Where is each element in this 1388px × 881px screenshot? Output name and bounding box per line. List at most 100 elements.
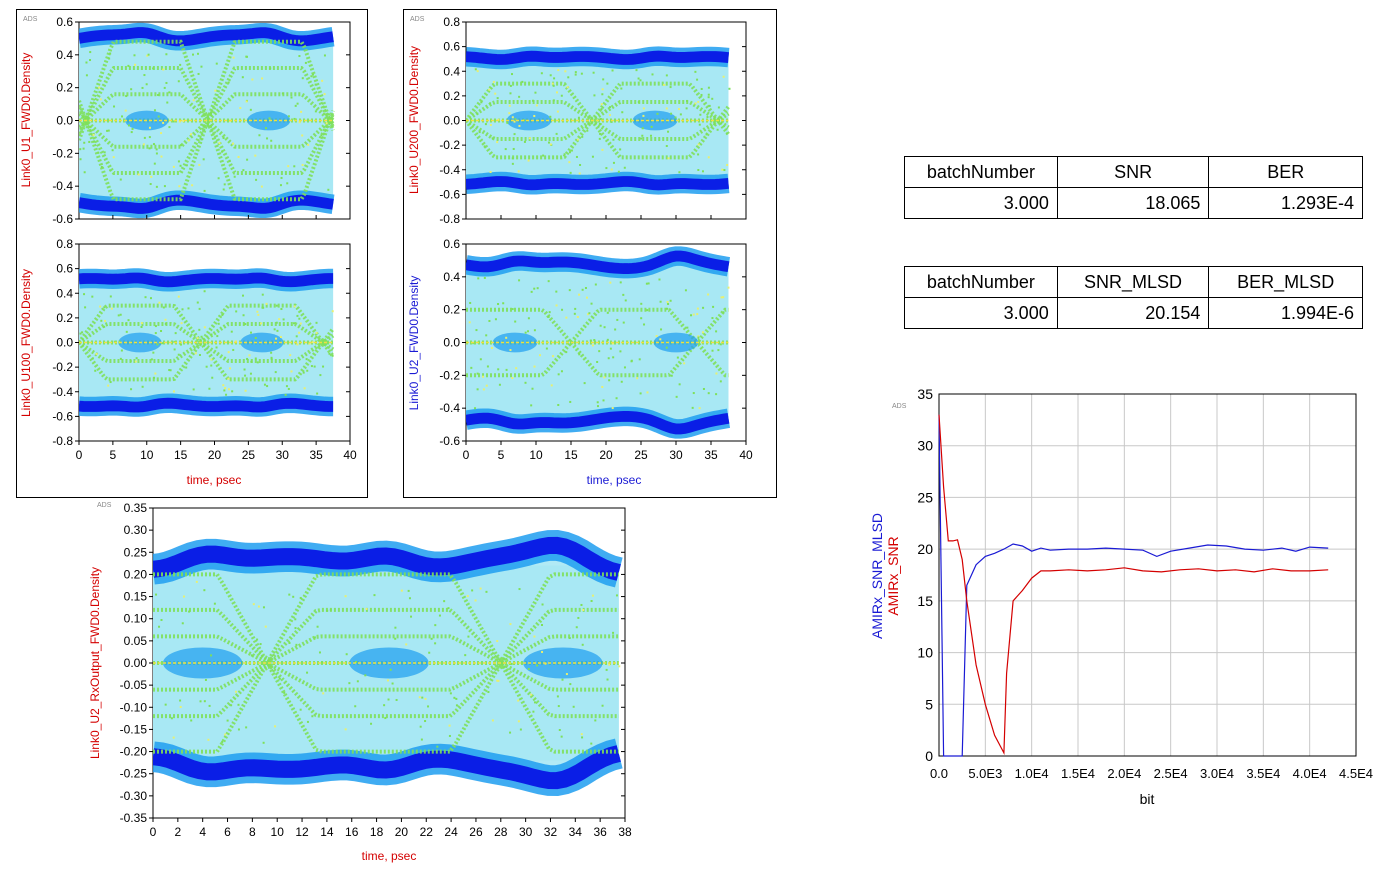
density-speckle — [532, 710, 535, 713]
y-tick-label: -0.8 — [52, 434, 73, 448]
density-speckle — [707, 156, 710, 159]
density-speckle — [606, 82, 609, 85]
density-speckle — [421, 696, 424, 699]
density-speckle — [678, 383, 681, 386]
density-layer — [79, 268, 335, 417]
density-speckle — [509, 623, 512, 626]
density-speckle — [125, 330, 128, 333]
density-speckle — [563, 153, 566, 156]
density-speckle — [614, 328, 617, 331]
density-speckle — [619, 281, 622, 284]
density-speckle — [177, 353, 180, 356]
density-speckle — [557, 403, 560, 406]
density-speckle — [304, 61, 307, 64]
density-speckle — [637, 101, 640, 104]
density-speckle — [110, 307, 113, 310]
density-layer — [466, 246, 731, 439]
density-speckle — [438, 614, 441, 617]
y-tick-label: -0.25 — [120, 767, 148, 781]
y-axis-label: Link0_U2_RxOutput_FWD0.Density — [88, 567, 102, 759]
y-tick-label: -0.6 — [439, 434, 460, 448]
density-speckle — [227, 351, 230, 354]
density-speckle — [109, 169, 112, 172]
x-tick-label: 25 — [242, 448, 256, 462]
table-row: 3.000 20.154 1.994E-6 — [904, 297, 1363, 329]
density-speckle — [246, 357, 249, 360]
y-tick-label: -0.05 — [120, 678, 148, 692]
density-speckle — [717, 106, 720, 109]
density-trace — [79, 116, 335, 175]
density-speckle — [213, 602, 216, 605]
density-speckle — [602, 399, 605, 402]
density-speckle — [556, 695, 559, 698]
density-speckle — [555, 132, 558, 135]
density-speckle — [108, 57, 111, 60]
density-speckle — [119, 313, 122, 316]
density-speckle — [492, 80, 495, 83]
density-speckle — [249, 108, 252, 111]
density-speckle — [91, 295, 94, 298]
density-layer — [153, 530, 623, 796]
density-speckle — [448, 724, 451, 727]
density-speckle — [182, 595, 185, 598]
density-speckle — [593, 94, 596, 97]
density-speckle — [82, 147, 85, 150]
density-speckle — [203, 326, 206, 329]
x-tick-label: 5 — [110, 448, 117, 462]
density-speckle — [556, 110, 559, 113]
density-speckle — [443, 600, 446, 603]
density-speckle — [296, 102, 299, 105]
density-speckle — [610, 120, 613, 123]
density-speckle — [89, 51, 92, 54]
density-speckle — [164, 322, 167, 325]
density-speckle — [261, 77, 264, 80]
density-speckle — [489, 102, 492, 105]
density-trace — [466, 100, 730, 123]
density-speckle — [667, 157, 670, 160]
eye-opening — [492, 332, 538, 353]
density-speckle — [578, 353, 581, 356]
density-speckle — [612, 356, 615, 359]
density-speckle — [476, 70, 479, 73]
density-speckle — [287, 387, 290, 390]
density-speckle — [112, 156, 115, 159]
density-speckle — [427, 705, 430, 708]
density-speckle — [575, 155, 578, 158]
density-speckle — [315, 331, 318, 334]
y-tick-label: 0.15 — [124, 590, 148, 604]
density-speckle — [323, 54, 326, 57]
density-speckle — [294, 618, 297, 621]
density-speckle — [555, 91, 558, 94]
density-speckle — [179, 63, 182, 66]
density-speckle — [307, 143, 310, 146]
density-speckle — [135, 357, 138, 360]
x-tick-label: 28 — [494, 825, 508, 839]
density-trace — [466, 307, 729, 346]
density-speckle — [152, 67, 155, 70]
density-speckle — [125, 322, 128, 325]
density-speckle — [564, 70, 567, 73]
density-speckle — [489, 170, 492, 173]
density-speckle — [618, 665, 621, 668]
density-speckle — [130, 388, 133, 391]
y-axis-label: Link0_U200_FWD0.Density — [407, 46, 421, 194]
density-speckle — [166, 101, 169, 104]
x-tick-label: 0 — [463, 448, 470, 462]
density-speckle — [565, 316, 568, 319]
density-speckle — [692, 313, 695, 316]
density-speckle — [528, 137, 531, 140]
density-speckle — [533, 114, 536, 117]
x-tick-label: 35 — [704, 448, 718, 462]
density-speckle — [196, 337, 199, 340]
density-speckle — [168, 126, 171, 129]
y-tick-label: 0.2 — [443, 89, 460, 103]
density-speckle — [154, 325, 157, 328]
density-speckle — [533, 287, 536, 290]
density-speckle — [275, 321, 278, 324]
density-speckle — [700, 87, 703, 90]
density-speckle — [491, 719, 494, 722]
y-tick-label: 0.10 — [124, 612, 148, 626]
density-speckle — [455, 697, 458, 700]
density-speckle — [506, 121, 509, 124]
density-speckle — [296, 314, 299, 317]
